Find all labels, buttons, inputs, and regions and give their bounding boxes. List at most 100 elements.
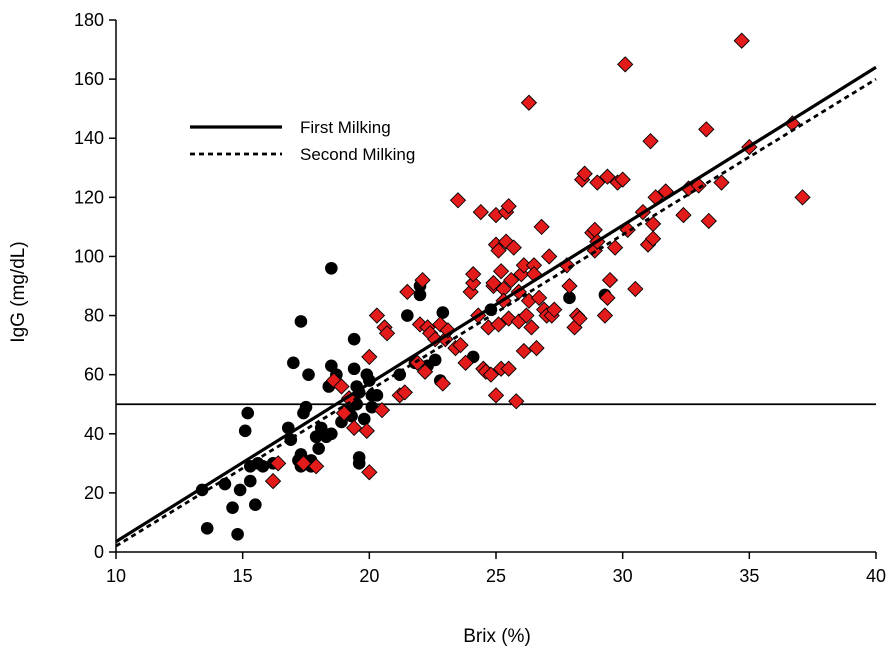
data-point-diamond (490, 242, 507, 259)
data-point-diamond (307, 458, 325, 475)
data-point-diamond (642, 133, 659, 150)
data-point-diamond (571, 310, 588, 327)
data-point-circle (294, 315, 308, 328)
data-point-diamond (627, 280, 644, 298)
data-point-diamond (508, 393, 525, 410)
y-tick-label: 0 (94, 542, 104, 562)
data-point-circle (393, 368, 407, 381)
legend-label: First Milking (300, 118, 391, 137)
regression-lines (115, 65, 877, 548)
data-point-circle (347, 362, 361, 376)
data-point-circle (370, 389, 384, 402)
x-axis-label: Brix (%) (463, 626, 531, 647)
data-point-diamond (497, 233, 515, 250)
x-tick-label: 30 (613, 566, 633, 586)
data-point-circle (233, 483, 247, 497)
data-point-diamond (733, 32, 750, 49)
data-point-diamond (485, 274, 502, 292)
data-point-circle (226, 501, 239, 514)
data-point-diamond (264, 472, 282, 490)
axes: 0 20 40 60 80 100 120 140 160 180 10 15 20 25 30 35 40 (74, 10, 886, 586)
data-point-circle (413, 288, 427, 302)
data-point-diamond (345, 419, 363, 437)
data-point-diamond (490, 316, 507, 333)
data-point-circle (231, 527, 244, 541)
data-point-diamond (378, 325, 396, 342)
data-point-circle (200, 522, 214, 535)
data-point-diamond (396, 384, 413, 401)
data-point-circle (243, 474, 257, 488)
data-point-circle (347, 332, 361, 346)
y-tick-label: 120 (74, 187, 104, 207)
data-point-diamond (295, 455, 312, 472)
data-point-diamond (373, 401, 391, 419)
data-point-diamond (644, 230, 662, 247)
data-point-diamond (561, 277, 578, 295)
data-point-diamond (500, 198, 517, 215)
data-point-diamond (457, 354, 474, 371)
data-point-diamond (606, 239, 624, 256)
data-point-diamond (503, 271, 520, 289)
regression-line-first (115, 65, 877, 544)
data-point-diamond (523, 319, 540, 336)
data-point-diamond (528, 339, 545, 357)
data-point-diamond (698, 121, 715, 138)
data-point-diamond (530, 289, 548, 306)
data-point-diamond (533, 218, 550, 236)
y-axis-label: IgG (mg/dL) (8, 241, 29, 342)
data-point-diamond (399, 283, 416, 301)
data-point-diamond (361, 348, 378, 366)
data-point-diamond (465, 266, 482, 283)
y-tick-label: 20 (84, 483, 104, 503)
data-point-diamond (505, 239, 522, 256)
x-tick-label: 25 (486, 566, 506, 586)
data-point-diamond (675, 206, 692, 224)
data-point-diamond (500, 310, 517, 327)
data-point-circle (241, 406, 255, 420)
data-point-circle (249, 498, 262, 512)
data-point-diamond (487, 387, 505, 404)
data-point-diamond (452, 336, 469, 354)
data-point-diamond (416, 363, 434, 380)
data-point-diamond (596, 307, 614, 324)
data-point-circle (352, 457, 366, 470)
data-point-circle (325, 427, 338, 441)
x-tick-label: 20 (359, 566, 379, 586)
data-point-diamond (599, 289, 616, 306)
data-point-circle (218, 477, 232, 491)
legend-label: Second Milking (300, 145, 415, 164)
data-point-diamond (520, 94, 538, 111)
data-point-diamond (472, 203, 489, 221)
data-point-diamond (333, 378, 350, 395)
data-point-diamond (482, 366, 500, 383)
y-tick-label: 160 (74, 69, 104, 89)
data-point-diamond (541, 248, 558, 265)
data-point-diamond (465, 274, 482, 292)
y-tick-label: 60 (84, 365, 104, 385)
data-point-diamond (617, 56, 634, 73)
data-point-diamond (414, 271, 431, 289)
data-point-diamond (449, 192, 467, 209)
regression-line-second (115, 77, 877, 548)
data-point-circle (428, 353, 442, 367)
y-tick-label: 40 (84, 424, 104, 444)
data-point-diamond (515, 342, 533, 360)
y-tick-label: 140 (74, 128, 104, 148)
y-tick-label: 180 (74, 10, 104, 30)
data-point-circle (299, 400, 313, 414)
x-tick-label: 15 (233, 566, 253, 586)
legend: First Milking Second Milking (190, 118, 415, 164)
data-point-circle (357, 412, 371, 426)
data-point-diamond (794, 189, 811, 206)
data-point-circle (312, 442, 325, 455)
data-point-circle (287, 356, 300, 370)
data-point-diamond (500, 360, 517, 377)
data-point-diamond (589, 174, 606, 191)
data-point-diamond (713, 174, 730, 191)
data-point-diamond (361, 464, 378, 481)
data-point-circle (436, 306, 450, 319)
data-points (195, 32, 811, 541)
data-point-diamond (700, 212, 717, 230)
x-tick-label: 10 (106, 566, 126, 586)
